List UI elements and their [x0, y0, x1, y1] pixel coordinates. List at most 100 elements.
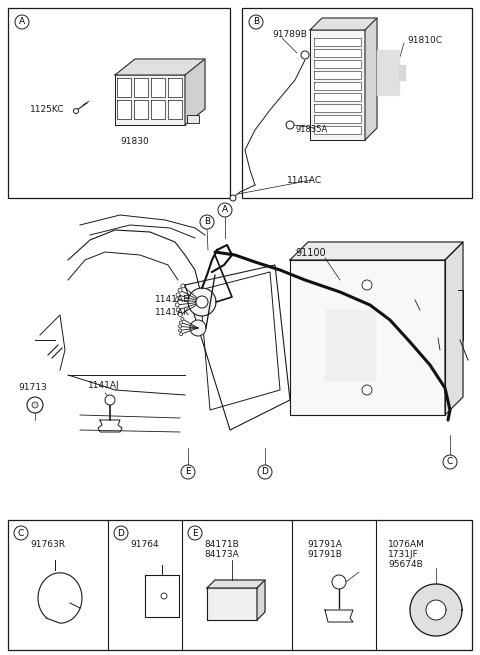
Circle shape: [14, 526, 28, 540]
Text: C: C: [18, 529, 24, 538]
Text: 91764: 91764: [130, 540, 158, 549]
Text: 1141AC: 1141AC: [287, 176, 322, 185]
Text: B: B: [253, 18, 259, 26]
Circle shape: [181, 284, 185, 288]
Text: 1141AJ: 1141AJ: [88, 381, 120, 390]
Polygon shape: [115, 59, 205, 75]
Circle shape: [230, 195, 236, 201]
Circle shape: [179, 312, 182, 316]
Polygon shape: [314, 126, 361, 134]
Circle shape: [301, 51, 309, 59]
Circle shape: [15, 15, 29, 29]
Text: C: C: [447, 457, 453, 466]
Polygon shape: [314, 115, 361, 123]
Bar: [8, 520, 472, 650]
Circle shape: [178, 288, 182, 292]
Circle shape: [180, 321, 182, 324]
Circle shape: [188, 526, 202, 540]
Circle shape: [362, 385, 372, 395]
Polygon shape: [145, 575, 179, 617]
Bar: [242, 8, 472, 198]
Circle shape: [190, 320, 206, 336]
Circle shape: [286, 121, 294, 129]
Circle shape: [362, 280, 372, 290]
Circle shape: [27, 397, 43, 413]
Polygon shape: [151, 100, 165, 119]
Circle shape: [181, 318, 184, 320]
Polygon shape: [314, 104, 361, 112]
Text: 91100: 91100: [295, 248, 325, 258]
Text: 91789B: 91789B: [272, 30, 307, 39]
Text: 91713: 91713: [18, 383, 47, 392]
Polygon shape: [410, 584, 462, 636]
Polygon shape: [426, 600, 446, 620]
Text: 91791B: 91791B: [307, 550, 342, 559]
Polygon shape: [445, 242, 463, 415]
Circle shape: [218, 203, 232, 217]
Circle shape: [73, 109, 79, 113]
Polygon shape: [399, 65, 405, 80]
Polygon shape: [117, 100, 131, 119]
Polygon shape: [365, 18, 377, 140]
Text: B: B: [204, 217, 210, 227]
Text: A: A: [19, 18, 25, 26]
Polygon shape: [168, 100, 182, 119]
Text: E: E: [185, 468, 191, 476]
Polygon shape: [325, 610, 353, 622]
Polygon shape: [117, 78, 131, 97]
Polygon shape: [290, 260, 445, 415]
Polygon shape: [134, 78, 148, 97]
Polygon shape: [377, 50, 399, 95]
Polygon shape: [207, 580, 265, 588]
Polygon shape: [38, 573, 82, 623]
Polygon shape: [314, 38, 361, 46]
Circle shape: [196, 296, 208, 308]
Text: D: D: [118, 529, 124, 538]
Text: 91791A: 91791A: [307, 540, 342, 549]
Circle shape: [200, 215, 214, 229]
Text: 91810C: 91810C: [407, 36, 442, 45]
Circle shape: [175, 303, 179, 307]
Circle shape: [161, 593, 167, 599]
Text: 84171B: 84171B: [204, 540, 239, 549]
Polygon shape: [115, 75, 185, 125]
Bar: [8, 8, 230, 198]
Polygon shape: [314, 49, 361, 57]
Text: 84173A: 84173A: [204, 550, 239, 559]
Text: 1141AK: 1141AK: [155, 308, 190, 317]
Text: 1076AM: 1076AM: [388, 540, 425, 549]
Polygon shape: [314, 71, 361, 79]
Polygon shape: [151, 78, 165, 97]
Circle shape: [181, 465, 195, 479]
Polygon shape: [185, 59, 205, 125]
Polygon shape: [325, 310, 375, 380]
Polygon shape: [314, 60, 361, 68]
Circle shape: [176, 308, 180, 312]
Circle shape: [179, 329, 181, 332]
Text: 1731JF: 1731JF: [388, 550, 419, 559]
Polygon shape: [310, 18, 377, 30]
Polygon shape: [134, 100, 148, 119]
Circle shape: [176, 293, 180, 297]
Circle shape: [258, 465, 272, 479]
Polygon shape: [314, 93, 361, 101]
Text: A: A: [222, 206, 228, 214]
Text: D: D: [262, 468, 268, 476]
Circle shape: [188, 288, 216, 316]
Polygon shape: [168, 78, 182, 97]
Text: 1141AE: 1141AE: [155, 295, 190, 304]
Text: 91830: 91830: [120, 137, 149, 146]
Text: E: E: [192, 529, 198, 538]
Polygon shape: [257, 580, 265, 620]
Text: 95674B: 95674B: [388, 560, 423, 569]
Circle shape: [175, 298, 179, 302]
Text: 91835A: 91835A: [295, 126, 327, 134]
Circle shape: [105, 395, 115, 405]
Text: 91763R: 91763R: [30, 540, 65, 549]
Bar: [187, 115, 199, 123]
Polygon shape: [290, 242, 463, 260]
Circle shape: [249, 15, 263, 29]
Polygon shape: [310, 30, 365, 140]
Circle shape: [180, 333, 182, 335]
Circle shape: [443, 455, 457, 469]
